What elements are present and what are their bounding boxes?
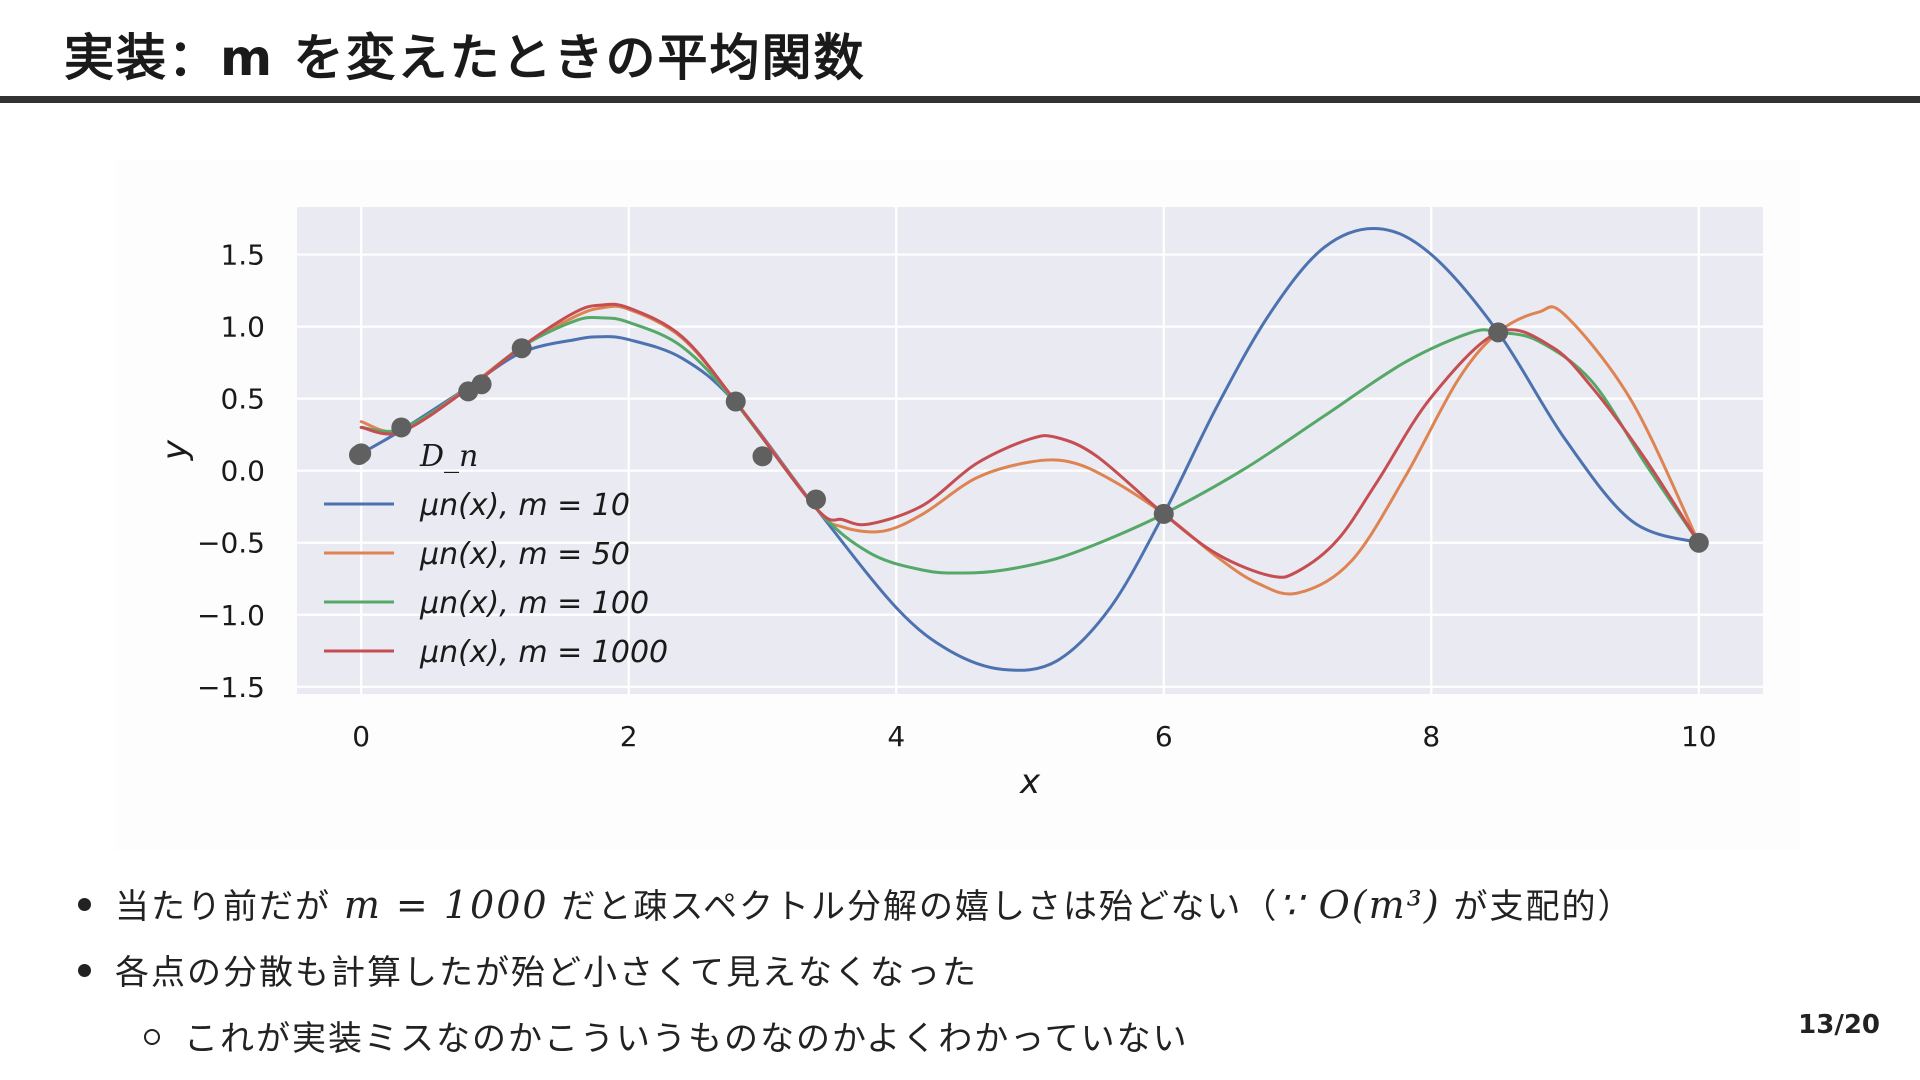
legend: D_n μn(x), m = 10 μn(x), m = 50 μn(x), m = … bbox=[324, 439, 668, 670]
bullet-1-suffix: が支配的） bbox=[1453, 887, 1634, 927]
legend-label-2: μn(x), m = 50 bbox=[419, 537, 630, 572]
y-tick-label: 0.5 bbox=[220, 383, 265, 416]
y-axis-label: y bbox=[155, 439, 195, 461]
data-point bbox=[805, 489, 826, 510]
data-point bbox=[471, 374, 492, 395]
data-points bbox=[351, 322, 1709, 553]
data-point bbox=[511, 338, 532, 359]
bullet-item-1: 当たり前だが m = 1000 だと疎スペクトル分解の嬉しさは殆どない（∵ O(… bbox=[78, 872, 1633, 940]
x-tick-label: 10 bbox=[1681, 720, 1717, 753]
data-point bbox=[725, 391, 746, 412]
page-title: 実装：m を変えたときの平均関数 bbox=[64, 29, 866, 87]
bullet-2-text: 各点の分散も計算したが殆ど小さくて見えなくなった bbox=[115, 953, 978, 993]
series-line-4 bbox=[359, 302, 1701, 579]
bullet-dot bbox=[78, 964, 91, 977]
data-point bbox=[752, 446, 773, 467]
bullet-item-2: 各点の分散も計算したが殆ど小さくて見えなくなった bbox=[78, 940, 1633, 1006]
legend-label-3: μn(x), m = 100 bbox=[419, 586, 649, 621]
title-divider bbox=[0, 96, 1920, 103]
y-tick-label: 0.0 bbox=[220, 455, 265, 488]
legend-label-points: D_n bbox=[419, 439, 478, 474]
y-tick-label: 1.0 bbox=[220, 311, 265, 344]
grid-lines bbox=[297, 207, 1763, 694]
y-tick-label: 1.5 bbox=[220, 239, 265, 272]
data-point bbox=[1488, 322, 1509, 343]
sub-bullet-circle bbox=[144, 1028, 160, 1045]
sub-bullet-item-1: これが実装ミスなのかこういうものなのかよくわかっていない bbox=[78, 1006, 1633, 1072]
page-number: 13/20 bbox=[1798, 1010, 1880, 1040]
bullet-dot bbox=[78, 898, 91, 911]
y-tick-label: −1.5 bbox=[197, 671, 265, 704]
bullet-1-middle: だと疎スペクトル分解の嬉しさは殆どない（ bbox=[561, 887, 1279, 927]
bullet-1-math: m = 1000 bbox=[343, 883, 549, 927]
legend-label-1: μn(x), m = 10 bbox=[419, 488, 630, 523]
data-point bbox=[1688, 532, 1709, 553]
x-tick-label: 2 bbox=[620, 720, 638, 753]
x-tick-label: 6 bbox=[1155, 720, 1173, 753]
axis-ticks: 0 2 4 6 8 10 1.5 1.0 0.5 0.0 −0.5 −1.0 −1.5 bbox=[197, 239, 1717, 753]
legend-label-4: μn(x), m = 1000 bbox=[419, 635, 668, 670]
y-tick-label: −0.5 bbox=[197, 527, 265, 560]
bullet-1-math2: ∵ O(m³) bbox=[1278, 883, 1441, 927]
data-point bbox=[391, 417, 412, 438]
x-tick-label: 0 bbox=[352, 720, 370, 753]
series-line-2 bbox=[359, 304, 1701, 596]
x-tick-label: 8 bbox=[1422, 720, 1440, 753]
y-tick-label: −1.0 bbox=[197, 599, 265, 632]
bullet-1-prefix: 当たり前だが bbox=[115, 887, 331, 927]
x-axis-label: x bbox=[1019, 762, 1041, 802]
sub-bullet-1-text: これが実装ミスなのかこういうものなのかよくわかっていない bbox=[184, 1019, 1189, 1059]
plot-area bbox=[297, 207, 1763, 694]
data-point bbox=[1153, 503, 1174, 524]
series-line-1 bbox=[359, 226, 1701, 672]
legend-marker-points bbox=[349, 445, 369, 465]
x-tick-label: 4 bbox=[887, 720, 905, 753]
bullet-list: 当たり前だが m = 1000 だと疎スペクトル分解の嬉しさは殆どない（∵ O(… bbox=[78, 872, 1633, 1072]
